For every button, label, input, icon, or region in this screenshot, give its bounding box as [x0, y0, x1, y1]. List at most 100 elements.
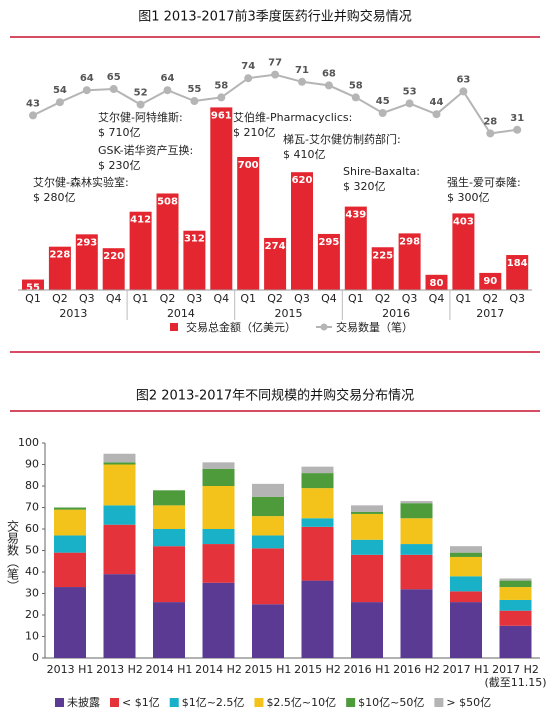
line-point	[432, 110, 441, 119]
bar-segment	[202, 529, 235, 545]
bar-segment	[351, 505, 383, 512]
line-value-label: 64	[161, 73, 175, 84]
x-tick-label: Q1	[348, 292, 364, 305]
bar-segment	[450, 552, 482, 557]
bar-segment	[252, 548, 284, 605]
line	[32, 73, 518, 135]
x-tick-label: Q3	[79, 292, 95, 305]
bar	[291, 172, 313, 290]
y-tick-label: 70	[25, 501, 39, 514]
bar-segment	[450, 602, 482, 658]
x-group-label: 2017	[476, 307, 504, 320]
bar-segment	[450, 591, 482, 603]
line-point	[378, 109, 387, 117]
bar-segment	[499, 625, 532, 658]
bar-segment	[153, 546, 185, 603]
legend-label: 交易总金额（亿美元）	[186, 320, 296, 334]
bar	[210, 107, 233, 290]
legend-marker	[110, 698, 119, 707]
bar-value-label: 274	[265, 241, 286, 252]
bar-segment	[54, 535, 86, 553]
x-tick-label: 2017 H2	[492, 663, 539, 676]
bar	[129, 211, 152, 290]
bar-segment	[301, 473, 334, 489]
chart-title: 图1 2013-2017前3季度医药行业并购交易情况	[138, 9, 412, 25]
line-point	[244, 74, 253, 83]
bar-segment	[103, 462, 136, 465]
bar	[75, 234, 98, 290]
bar-segment	[400, 544, 433, 555]
legend-marker	[346, 698, 356, 707]
x-group-label: 2015	[275, 307, 303, 320]
x-tick-label: Q2	[160, 292, 176, 305]
bar	[183, 230, 206, 290]
line-point	[405, 99, 414, 108]
bar-value-label: 312	[184, 234, 205, 245]
line-point	[163, 86, 172, 95]
bar-segment	[400, 554, 433, 590]
line-value-label: 53	[403, 86, 417, 97]
bar-value-label: 293	[76, 237, 97, 248]
legend-marker	[169, 698, 179, 707]
x-tick-label: Q1	[133, 292, 149, 305]
bar-segment	[301, 580, 334, 658]
legend-label: $2.5亿~10亿	[266, 696, 336, 709]
x-tick-label: Q2	[267, 292, 283, 305]
bar-segment	[103, 574, 136, 658]
bar	[317, 233, 340, 290]
annotation: GSK-诺华资产互换:	[98, 143, 193, 157]
annotation: 梯瓦-艾尔健仿制药部门:	[283, 132, 401, 146]
annotation-value: $ 710亿	[98, 126, 141, 139]
x-note: (截至11.15)	[484, 675, 546, 689]
bar-segment	[351, 511, 383, 514]
line-value-label: 63	[456, 74, 470, 85]
bar-segment	[202, 462, 235, 469]
bar	[425, 274, 448, 290]
line-value-label: 77	[268, 58, 282, 69]
chart-title: 图2 2013-2017年不同规模的并购交易分布情况	[136, 388, 414, 404]
line-point	[109, 85, 118, 93]
bar-segment	[450, 546, 482, 553]
x-tick-label: Q3	[294, 292, 310, 305]
legend-label: 未披露	[67, 695, 100, 709]
annotation-value: $ 280亿	[33, 191, 76, 204]
x-tick-label: 2013 H1	[47, 663, 94, 676]
y-tick-label: 0	[32, 651, 39, 664]
bar	[102, 248, 125, 290]
bar-segment	[450, 556, 482, 577]
bar-segment	[301, 466, 334, 474]
bar-value-label: 439	[345, 210, 366, 221]
x-tick-label: 2016 H2	[393, 663, 440, 676]
x-tick-label: Q4	[213, 292, 229, 305]
bar-value-label: 80	[430, 278, 444, 289]
bar-value-label: 620	[292, 175, 313, 186]
bar-segment	[400, 501, 433, 504]
line-point	[136, 100, 145, 109]
y-tick-label: 20	[25, 608, 39, 621]
bar-segment	[499, 580, 532, 588]
y-axis-label: 交易数（笔）	[6, 519, 20, 592]
bar-segment	[54, 509, 86, 536]
line-value-label: 65	[107, 72, 121, 83]
bar-segment	[351, 513, 383, 540]
legend-label: $10亿~50亿	[358, 696, 424, 709]
bar-segment	[54, 587, 86, 658]
bar-segment	[153, 529, 185, 547]
x-group-label: 2016	[382, 307, 410, 320]
bar-segment	[153, 602, 185, 658]
annotation-value: $ 320亿	[343, 180, 386, 193]
legend-marker	[55, 698, 64, 707]
line-point	[55, 98, 64, 107]
bar-segment	[103, 524, 136, 575]
bar-segment	[400, 589, 433, 658]
bar-value-label: 220	[103, 251, 124, 262]
line-point	[190, 97, 199, 105]
x-group-label: 2014	[167, 307, 195, 320]
y-tick-label: 50	[25, 544, 39, 557]
line-point	[217, 93, 226, 102]
bar-segment	[450, 576, 482, 592]
bar	[22, 279, 44, 290]
bar	[264, 237, 287, 290]
y-tick-label: 40	[25, 565, 39, 578]
